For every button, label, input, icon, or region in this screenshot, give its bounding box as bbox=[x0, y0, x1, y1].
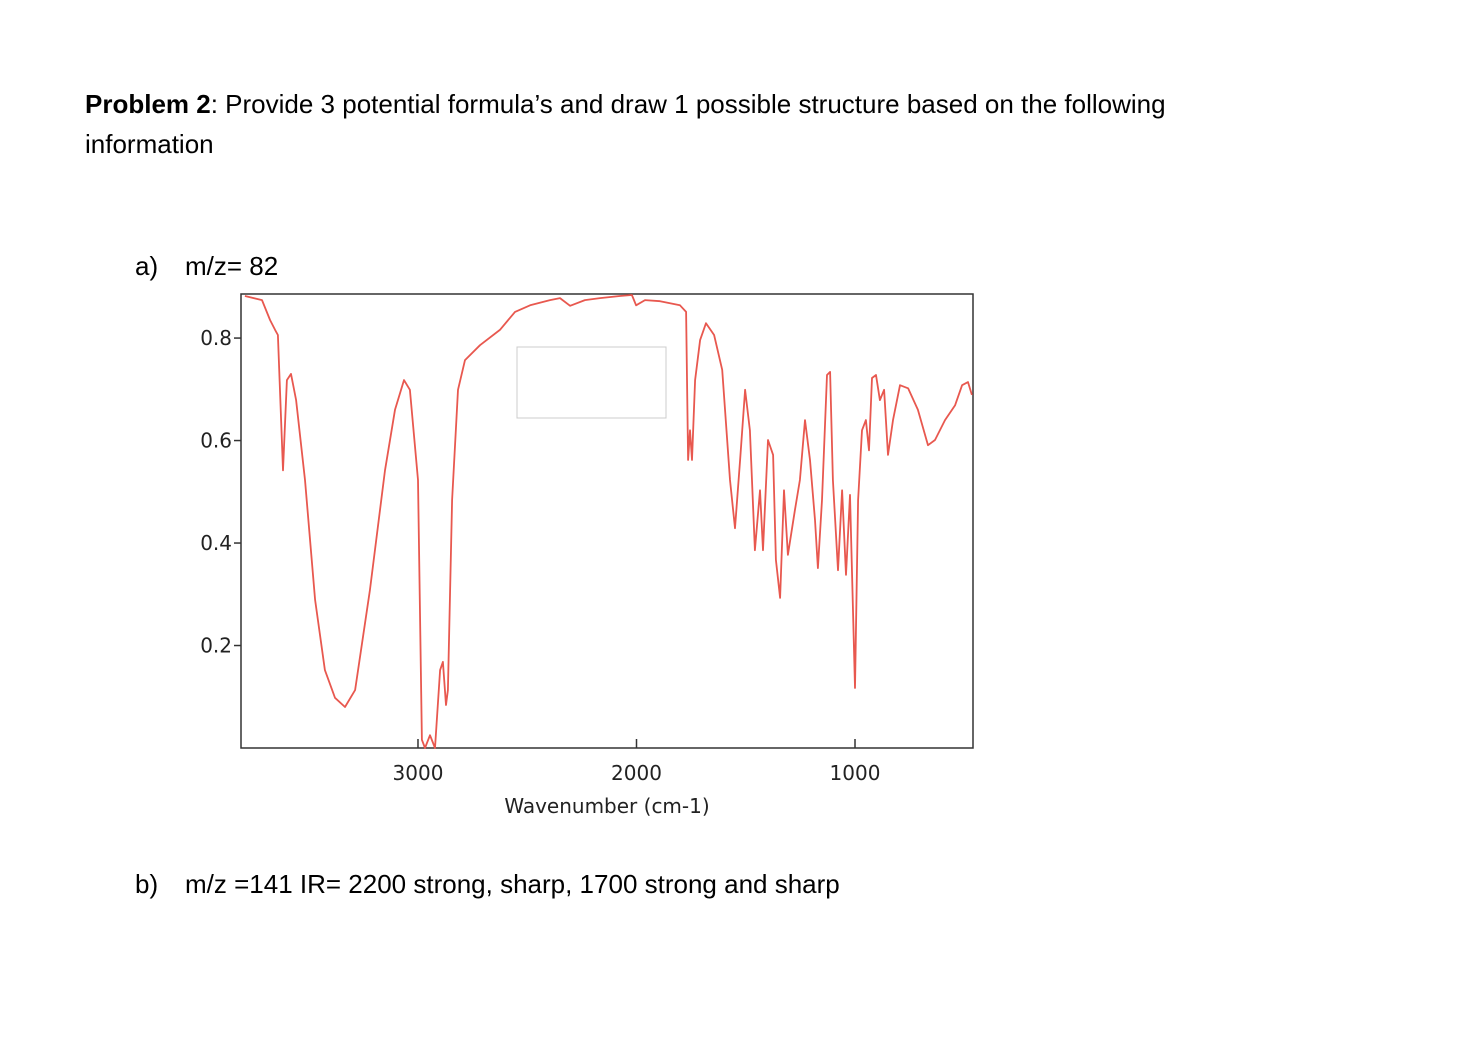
x-axis-label: Wavenumber (cm-1) bbox=[504, 794, 709, 818]
problem-text: : Provide 3 potential formula’s and draw… bbox=[211, 89, 1166, 119]
plot-frame bbox=[240, 293, 974, 749]
spectrum-line bbox=[244, 294, 973, 749]
x-tick-label: 3000 bbox=[393, 761, 444, 785]
part-marker: a) bbox=[135, 251, 158, 281]
part-text: m/z= 82 bbox=[185, 251, 278, 281]
y-tick-label: 0.8 bbox=[200, 326, 232, 350]
problem-text-line2: information bbox=[85, 129, 214, 159]
problem-label: Problem 2 bbox=[85, 89, 211, 119]
y-tick-label: 0.4 bbox=[200, 531, 232, 555]
x-tick-label: 2000 bbox=[611, 761, 662, 785]
legend-box bbox=[516, 346, 667, 419]
part-marker: b) bbox=[135, 869, 158, 899]
x-tick-label: 1000 bbox=[830, 761, 881, 785]
y-tick-label: 0.2 bbox=[200, 634, 232, 658]
problem-heading: Problem 2: Provide 3 potential formula’s… bbox=[85, 89, 1166, 119]
part-text: m/z =141 IR= 2200 strong, sharp, 1700 st… bbox=[185, 869, 840, 899]
y-tick-label: 0.6 bbox=[200, 429, 232, 453]
